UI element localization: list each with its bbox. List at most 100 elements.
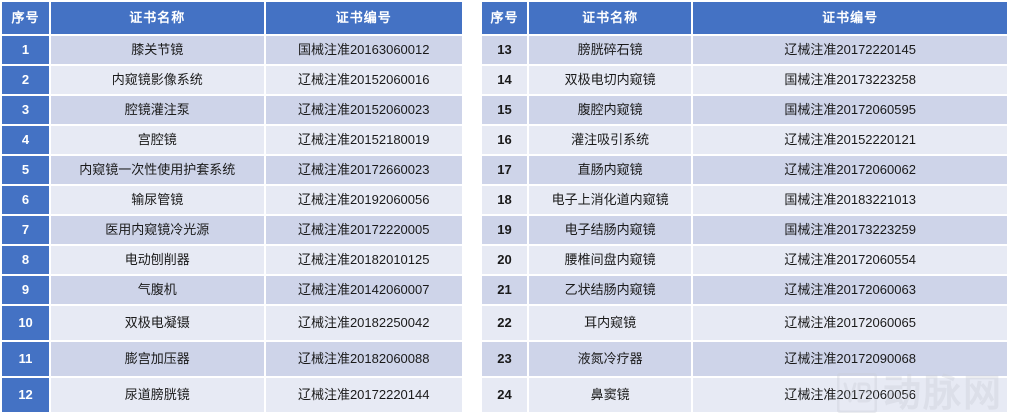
column-spacer	[464, 36, 480, 64]
row-name-left: 气腹机	[51, 276, 264, 304]
row-index-left: 8	[2, 246, 50, 274]
table-row: 8 电动刨削器 辽械注准20182010125 20 腰椎间盘内窥镜 辽械注准2…	[2, 246, 1007, 274]
row-name-left: 输尿管镜	[51, 186, 264, 214]
row-name-left: 电动刨削器	[51, 246, 264, 274]
header-left-no: 序号	[2, 2, 50, 34]
row-name-right: 乙状结肠内窥镜	[529, 276, 692, 304]
table-row: 2 内窥镜影像系统 辽械注准20152060016 14 双极电切内窥镜 国械注…	[2, 66, 1007, 94]
row-name-right: 直肠内窥镜	[529, 156, 692, 184]
table-row: 1 膝关节镜 国械注准20163060012 13 膀胱碎石镜 辽械注准2017…	[2, 36, 1007, 64]
row-index-right: 24	[481, 378, 528, 412]
row-code-right: 辽械注准20172060062	[693, 156, 1007, 184]
row-name-left: 内窥镜影像系统	[51, 66, 264, 94]
column-spacer	[464, 276, 480, 304]
column-spacer	[464, 246, 480, 274]
table-header: 序号 证书名称 证书编号 序号 证书名称 证书编号	[2, 2, 1007, 34]
row-code-left: 辽械注准20152060023	[265, 96, 462, 124]
row-code-right: 辽械注准20172090068	[693, 342, 1007, 376]
row-index-left: 6	[2, 186, 50, 214]
table-row: 6 输尿管镜 辽械注准20192060056 18 电子上消化道内窥镜 国械注准…	[2, 186, 1007, 214]
row-name-left: 膨宫加压器	[51, 342, 264, 376]
row-name-right: 腹腔内窥镜	[529, 96, 692, 124]
row-name-left: 腔镜灌注泵	[51, 96, 264, 124]
column-spacer	[464, 2, 480, 34]
row-code-right: 辽械注准20172220145	[693, 36, 1007, 64]
row-index-left: 1	[2, 36, 50, 64]
table-row: 3 腔镜灌注泵 辽械注准20152060023 15 腹腔内窥镜 国械注准201…	[2, 96, 1007, 124]
row-index-right: 18	[481, 186, 528, 214]
column-spacer	[464, 186, 480, 214]
row-code-left: 辽械注准20182060088	[265, 342, 462, 376]
row-code-right: 国械注准20173223258	[693, 66, 1007, 94]
row-name-right: 膀胱碎石镜	[529, 36, 692, 64]
row-code-right: 辽械注准20172060554	[693, 246, 1007, 274]
row-name-right: 液氮冷疗器	[529, 342, 692, 376]
row-index-left: 11	[2, 342, 50, 376]
row-index-right: 23	[481, 342, 528, 376]
column-spacer	[464, 306, 480, 340]
header-left-code: 证书编号	[265, 2, 462, 34]
row-code-left: 辽械注准20172220005	[265, 216, 462, 244]
row-name-left: 尿道膀胱镜	[51, 378, 264, 412]
row-index-right: 19	[481, 216, 528, 244]
row-name-left: 膝关节镜	[51, 36, 264, 64]
row-index-left: 2	[2, 66, 50, 94]
row-index-left: 7	[2, 216, 50, 244]
row-code-left: 辽械注准20142060007	[265, 276, 462, 304]
row-code-left: 国械注准20163060012	[265, 36, 462, 64]
column-spacer	[464, 378, 480, 412]
row-name-left: 宫腔镜	[51, 126, 264, 154]
row-name-right: 鼻窦镜	[529, 378, 692, 412]
header-right-code: 证书编号	[693, 2, 1007, 34]
row-code-left: 辽械注准20172660023	[265, 156, 462, 184]
row-index-left: 3	[2, 96, 50, 124]
column-spacer	[464, 66, 480, 94]
row-index-left: 10	[2, 306, 50, 340]
header-left-name: 证书名称	[51, 2, 264, 34]
table-row: 9 气腹机 辽械注准20142060007 21 乙状结肠内窥镜 辽械注准201…	[2, 276, 1007, 304]
row-name-right: 电子上消化道内窥镜	[529, 186, 692, 214]
row-index-right: 16	[481, 126, 528, 154]
row-code-left: 辽械注准20152180019	[265, 126, 462, 154]
row-index-right: 15	[481, 96, 528, 124]
column-spacer	[464, 126, 480, 154]
row-name-left: 双极电凝镊	[51, 306, 264, 340]
row-index-left: 12	[2, 378, 50, 412]
row-code-left: 辽械注准20182010125	[265, 246, 462, 274]
table-row: 7 医用内窥镜冷光源 辽械注准20172220005 19 电子结肠内窥镜 国械…	[2, 216, 1007, 244]
row-code-left: 辽械注准20192060056	[265, 186, 462, 214]
row-code-left: 辽械注准20182250042	[265, 306, 462, 340]
row-index-right: 13	[481, 36, 528, 64]
table-row: 12 尿道膀胱镜 辽械注准20172220144 24 鼻窦镜 辽械注准2017…	[2, 378, 1007, 412]
column-spacer	[464, 96, 480, 124]
column-spacer	[464, 156, 480, 184]
header-right-name: 证书名称	[529, 2, 692, 34]
row-code-right: 辽械注准20152220121	[693, 126, 1007, 154]
row-code-right: 国械注准20183221013	[693, 186, 1007, 214]
row-code-right: 国械注准20173223259	[693, 216, 1007, 244]
row-name-right: 腰椎间盘内窥镜	[529, 246, 692, 274]
row-name-right: 灌注吸引系统	[529, 126, 692, 154]
row-name-right: 双极电切内窥镜	[529, 66, 692, 94]
row-name-right: 耳内窥镜	[529, 306, 692, 340]
row-name-left: 医用内窥镜冷光源	[51, 216, 264, 244]
header-right-no: 序号	[481, 2, 528, 34]
row-name-left: 内窥镜一次性使用护套系统	[51, 156, 264, 184]
row-code-right: 辽械注准20172060065	[693, 306, 1007, 340]
row-code-right: 辽械注准20172060056	[693, 378, 1007, 412]
row-index-right: 17	[481, 156, 528, 184]
row-code-right: 国械注准20172060595	[693, 96, 1007, 124]
table-body: 1 膝关节镜 国械注准20163060012 13 膀胱碎石镜 辽械注准2017…	[2, 36, 1007, 412]
row-index-right: 21	[481, 276, 528, 304]
table-row: 5 内窥镜一次性使用护套系统 辽械注准20172660023 17 直肠内窥镜 …	[2, 156, 1007, 184]
table-row: 11 膨宫加压器 辽械注准20182060088 23 液氮冷疗器 辽械注准20…	[2, 342, 1007, 376]
row-code-left: 辽械注准20152060016	[265, 66, 462, 94]
row-name-right: 电子结肠内窥镜	[529, 216, 692, 244]
row-index-right: 14	[481, 66, 528, 94]
row-index-left: 5	[2, 156, 50, 184]
column-spacer	[464, 342, 480, 376]
row-index-right: 22	[481, 306, 528, 340]
column-spacer	[464, 216, 480, 244]
